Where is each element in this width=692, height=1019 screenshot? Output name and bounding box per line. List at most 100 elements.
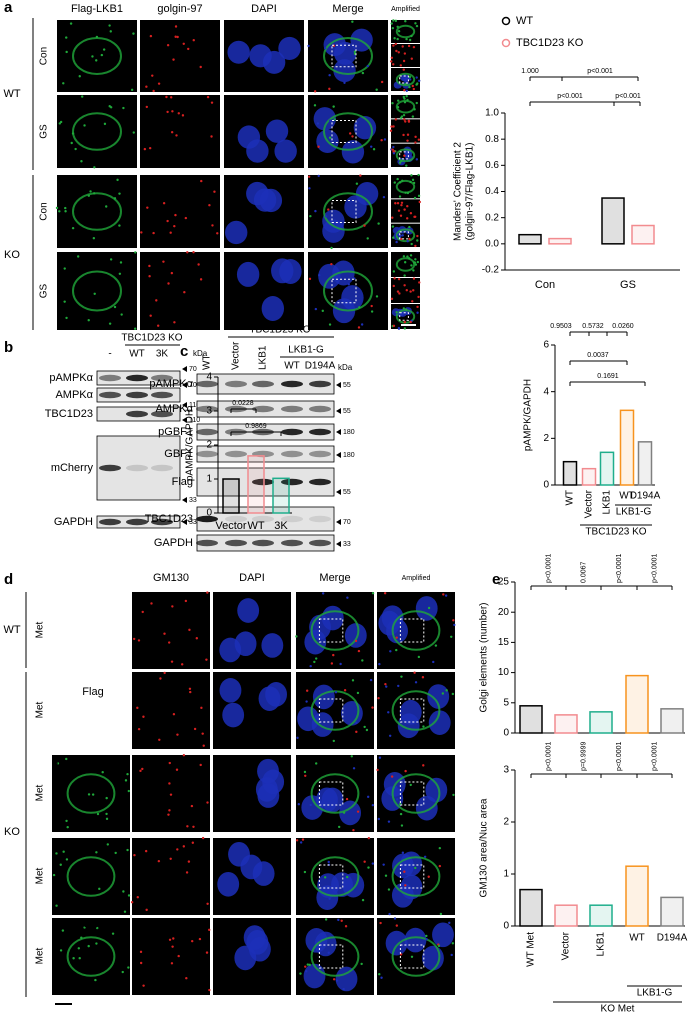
blot-row-label: TBC1D23 (45, 408, 93, 420)
zoom-box (331, 120, 357, 143)
puncta (400, 201, 404, 205)
puncta (357, 326, 361, 329)
puncta (136, 896, 139, 899)
puncta (348, 132, 352, 135)
puncta (170, 131, 174, 134)
puncta (80, 160, 83, 163)
puncta (304, 774, 307, 777)
puncta (317, 174, 320, 178)
band (225, 380, 247, 388)
puncta (397, 327, 401, 330)
puncta (396, 105, 400, 109)
mw-marker: 55 (343, 382, 351, 389)
puncta (392, 236, 395, 239)
puncta (405, 164, 408, 167)
panel-letter: c (180, 343, 188, 360)
kda: kDa (193, 349, 208, 358)
x-tick-label: WT (565, 490, 576, 506)
puncta (378, 756, 382, 759)
bar (519, 888, 543, 927)
puncta (401, 851, 405, 854)
puncta (451, 692, 455, 696)
blot-row-label: GAPDH (154, 537, 193, 549)
puncta (417, 655, 421, 659)
puncta (317, 145, 320, 148)
puncta (391, 102, 394, 105)
p-value: 0.9503 (550, 323, 572, 330)
blot-row-label: GAPDH (54, 516, 93, 528)
puncta (384, 682, 387, 686)
blot-row-label: AMPKα (55, 389, 93, 401)
puncta (163, 671, 166, 675)
puncta (323, 876, 327, 879)
marker-arrow (336, 489, 341, 495)
puncta (399, 64, 402, 67)
puncta (122, 106, 125, 110)
puncta (393, 277, 396, 280)
puncta (417, 194, 421, 198)
puncta (76, 255, 80, 258)
row-label: Met (35, 867, 46, 884)
puncta (438, 864, 442, 868)
band (196, 380, 218, 388)
puncta (356, 810, 360, 813)
puncta (92, 192, 96, 195)
puncta (438, 846, 442, 850)
puncta (109, 258, 113, 261)
puncta (402, 255, 406, 258)
band (151, 464, 173, 472)
panel-letter: b (4, 339, 13, 356)
lane-label: LKB1 (258, 345, 269, 370)
group-label: LKB1-G (637, 988, 673, 999)
marker-arrow (336, 429, 341, 435)
puncta (377, 222, 380, 225)
kda: kDa (338, 363, 353, 372)
y-tick-label: 6 (543, 340, 549, 351)
bar (660, 896, 684, 927)
puncta (83, 926, 86, 929)
cell (66, 773, 116, 814)
puncta (366, 64, 369, 68)
puncta (174, 25, 178, 28)
puncta (83, 124, 86, 127)
puncta (208, 204, 211, 207)
puncta (398, 161, 402, 164)
puncta (87, 194, 91, 197)
puncta (303, 870, 307, 874)
puncta (397, 209, 401, 212)
cell (72, 192, 122, 231)
bar (599, 451, 615, 486)
p-value: 0.9869 (245, 423, 267, 430)
puncta (187, 47, 190, 51)
puncta (199, 278, 203, 281)
bar (581, 467, 597, 486)
nucleus (265, 682, 288, 707)
puncta (328, 323, 332, 326)
puncta (205, 951, 209, 954)
puncta (95, 851, 98, 854)
puncta (328, 119, 332, 122)
puncta (148, 275, 151, 278)
micrograph (52, 838, 130, 915)
puncta (197, 263, 200, 266)
puncta (392, 284, 395, 288)
row-label: GS (39, 283, 50, 298)
x-tick-label: LKB1 (596, 932, 607, 957)
band (126, 374, 148, 382)
p-value: p<0.001 (557, 93, 583, 100)
micrograph (391, 175, 420, 199)
puncta (404, 120, 407, 123)
puncta (187, 860, 191, 863)
blot-header: TBC1D23 KO (249, 325, 310, 336)
puncta (363, 224, 366, 227)
nucleus (340, 700, 363, 726)
lane-label: D194A (305, 361, 336, 372)
y-tick-label: 0.4 (485, 186, 499, 197)
puncta (392, 44, 395, 47)
puncta (183, 291, 186, 294)
nucleus (261, 633, 284, 658)
puncta (403, 870, 406, 873)
puncta (393, 181, 396, 184)
puncta (402, 68, 405, 71)
puncta (65, 316, 68, 320)
